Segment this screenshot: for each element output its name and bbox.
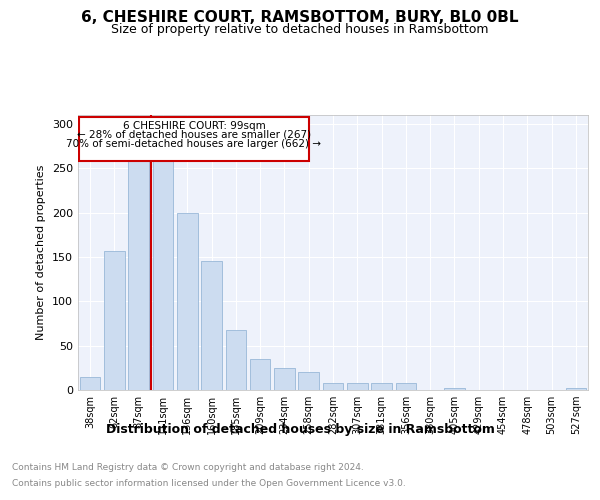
Bar xyxy=(395,383,416,390)
Bar xyxy=(79,117,309,161)
Text: Distribution of detached houses by size in Ramsbottom: Distribution of detached houses by size … xyxy=(106,422,494,436)
Bar xyxy=(152,142,173,390)
Bar xyxy=(347,383,368,390)
Bar xyxy=(274,368,295,390)
Text: 70% of semi-detached houses are larger (662) →: 70% of semi-detached houses are larger (… xyxy=(67,139,322,149)
Text: 6, CHESHIRE COURT, RAMSBOTTOM, BURY, BL0 0BL: 6, CHESHIRE COURT, RAMSBOTTOM, BURY, BL0… xyxy=(81,10,519,25)
Bar xyxy=(444,388,465,390)
Bar xyxy=(226,330,246,390)
Bar xyxy=(566,388,586,390)
Text: Contains public sector information licensed under the Open Government Licence v3: Contains public sector information licen… xyxy=(12,479,406,488)
Text: ← 28% of detached houses are smaller (267): ← 28% of detached houses are smaller (26… xyxy=(77,129,311,139)
Text: Size of property relative to detached houses in Ramsbottom: Size of property relative to detached ho… xyxy=(111,22,489,36)
Bar xyxy=(128,142,149,390)
Text: Contains HM Land Registry data © Crown copyright and database right 2024.: Contains HM Land Registry data © Crown c… xyxy=(12,462,364,471)
Bar xyxy=(371,383,392,390)
Bar xyxy=(104,250,125,390)
Bar xyxy=(250,359,271,390)
Bar xyxy=(323,383,343,390)
Text: 6 CHESHIRE COURT: 99sqm: 6 CHESHIRE COURT: 99sqm xyxy=(122,121,265,131)
Y-axis label: Number of detached properties: Number of detached properties xyxy=(37,165,46,340)
Bar xyxy=(177,212,197,390)
Bar xyxy=(298,372,319,390)
Bar xyxy=(80,376,100,390)
Bar xyxy=(201,262,222,390)
